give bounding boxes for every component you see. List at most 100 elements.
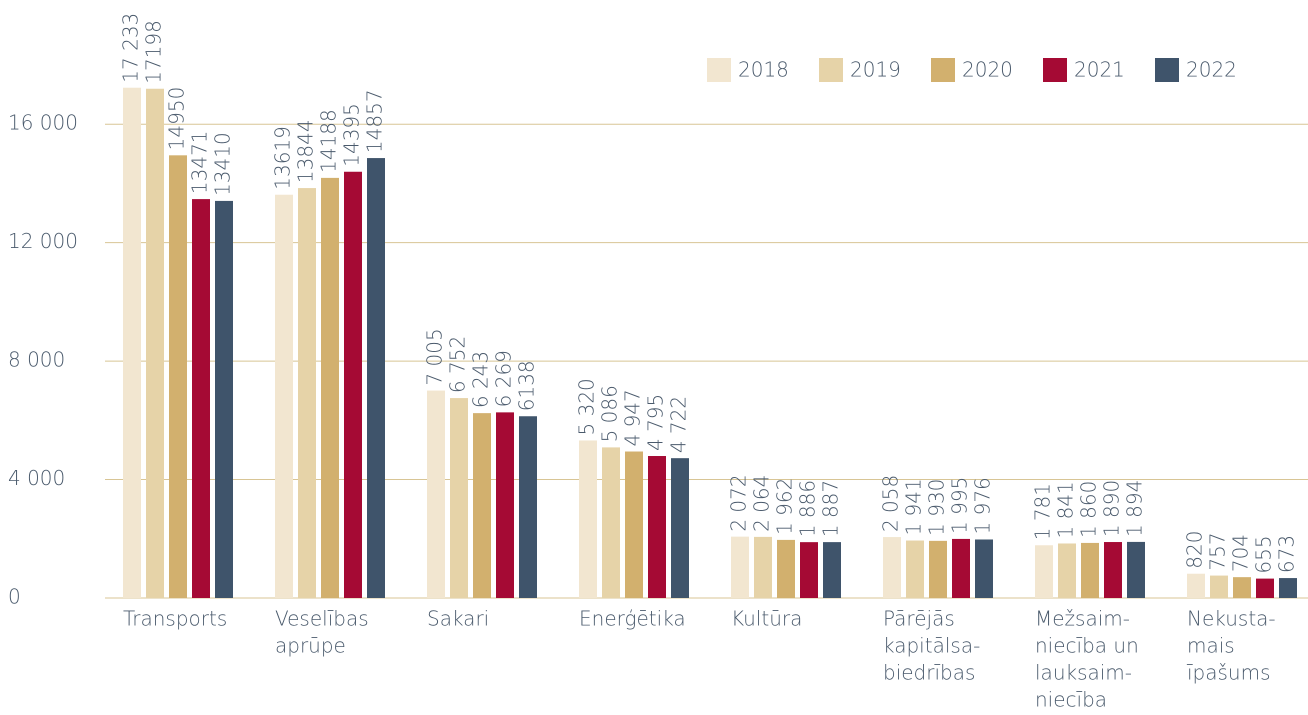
bar <box>344 171 362 599</box>
legend-swatch <box>819 58 843 82</box>
bar <box>671 458 689 598</box>
bar <box>1035 545 1053 598</box>
bar <box>1187 573 1205 598</box>
bar <box>1058 543 1076 598</box>
value-label: 13619 <box>271 126 295 190</box>
bar <box>602 447 620 598</box>
value-label: 5 320 <box>575 378 599 435</box>
x-tick-label: īpašums <box>1186 661 1271 685</box>
bar <box>777 539 795 598</box>
value-label: 7 005 <box>423 328 447 385</box>
legend-swatch <box>1155 58 1179 82</box>
value-label: 2 072 <box>727 474 751 531</box>
legend-swatch <box>1043 58 1067 82</box>
x-tick-label: Sakari <box>427 607 489 631</box>
legend-swatch <box>931 58 955 82</box>
bar <box>823 542 841 598</box>
value-label: 13844 <box>294 119 318 183</box>
bar <box>367 158 385 598</box>
y-tick-label: 12 000 <box>8 229 78 253</box>
bar <box>473 413 491 598</box>
legend-swatch <box>707 58 731 82</box>
bar <box>906 540 924 598</box>
x-tick-label: Mežsaim- <box>1035 607 1130 631</box>
bar <box>192 199 210 599</box>
bar <box>754 536 772 598</box>
bar <box>731 536 749 598</box>
value-label: 1 941 <box>902 478 926 535</box>
x-tick-label: biedrības <box>883 661 975 685</box>
bar <box>298 188 316 598</box>
value-label: 655 <box>1252 535 1276 573</box>
bar <box>450 398 468 598</box>
bar <box>1279 578 1297 598</box>
bar <box>215 200 233 599</box>
value-label: 6 752 <box>446 336 470 393</box>
value-label: 1 781 <box>1031 483 1055 540</box>
bar <box>625 451 643 598</box>
legend-label: 2019 <box>850 58 901 82</box>
bar <box>1256 578 1274 598</box>
bar <box>496 412 514 598</box>
bar <box>975 539 993 598</box>
y-tick-label: 4 000 <box>8 466 65 490</box>
value-label: 14950 <box>165 87 189 151</box>
value-label: 1 894 <box>1123 480 1147 537</box>
bar <box>123 87 141 598</box>
value-label: 6 243 <box>469 351 493 408</box>
value-label: 17 233 <box>119 13 143 83</box>
y-tick-label: 8 000 <box>8 348 65 372</box>
legend-label: 2021 <box>1074 58 1125 82</box>
bar <box>1210 575 1228 598</box>
bar <box>1127 541 1145 598</box>
x-tick-label: Nekusta- <box>1187 607 1276 631</box>
value-label: 17198 <box>142 20 166 84</box>
value-label: 4 722 <box>667 396 691 453</box>
value-label: 1 887 <box>819 480 843 537</box>
value-label: 673 <box>1275 535 1299 573</box>
x-tick-label: niecība <box>1035 688 1107 712</box>
value-label: 14188 <box>317 109 341 173</box>
value-label: 13471 <box>188 130 212 194</box>
value-label: 4 795 <box>644 394 668 451</box>
legend-label: 2022 <box>1186 58 1237 82</box>
value-label: 2 064 <box>750 475 774 532</box>
bar <box>275 194 293 599</box>
bar <box>519 416 537 598</box>
x-tick-label: Veselības <box>275 607 369 631</box>
x-tick-label: Transports <box>123 607 227 631</box>
value-label: 1 860 <box>1077 481 1101 538</box>
bar <box>427 390 445 598</box>
bar <box>1081 542 1099 598</box>
bar <box>169 155 187 598</box>
value-label: 14395 <box>340 103 364 167</box>
value-label: 1 841 <box>1054 481 1078 538</box>
bar <box>929 540 947 598</box>
value-label: 1 890 <box>1100 480 1124 537</box>
value-label: 704 <box>1229 534 1253 572</box>
value-label: 1 886 <box>796 480 820 537</box>
bar <box>800 542 818 598</box>
value-label: 13410 <box>211 132 235 196</box>
value-label: 820 <box>1183 531 1207 569</box>
bar <box>579 440 597 598</box>
x-tick-label: lauksaim- <box>1035 661 1132 685</box>
bar <box>321 177 339 598</box>
value-label: 1 962 <box>773 478 797 535</box>
bar <box>1233 577 1251 598</box>
x-tick-label: kapitālsa- <box>883 634 980 658</box>
value-label: 2 058 <box>879 475 903 532</box>
bar <box>648 456 666 598</box>
value-label: 6 269 <box>492 350 516 407</box>
x-tick-label: aprūpe <box>275 634 346 658</box>
value-label: 1 976 <box>971 477 995 534</box>
bar <box>146 88 164 598</box>
x-tick-label: mais <box>1187 634 1235 658</box>
value-label: 4 947 <box>621 389 645 446</box>
value-label: 757 <box>1206 532 1230 570</box>
legend-label: 2020 <box>962 58 1013 82</box>
bar <box>883 537 901 598</box>
x-tick-label: Kultūra <box>731 607 802 631</box>
value-label: 14857 <box>363 89 387 153</box>
